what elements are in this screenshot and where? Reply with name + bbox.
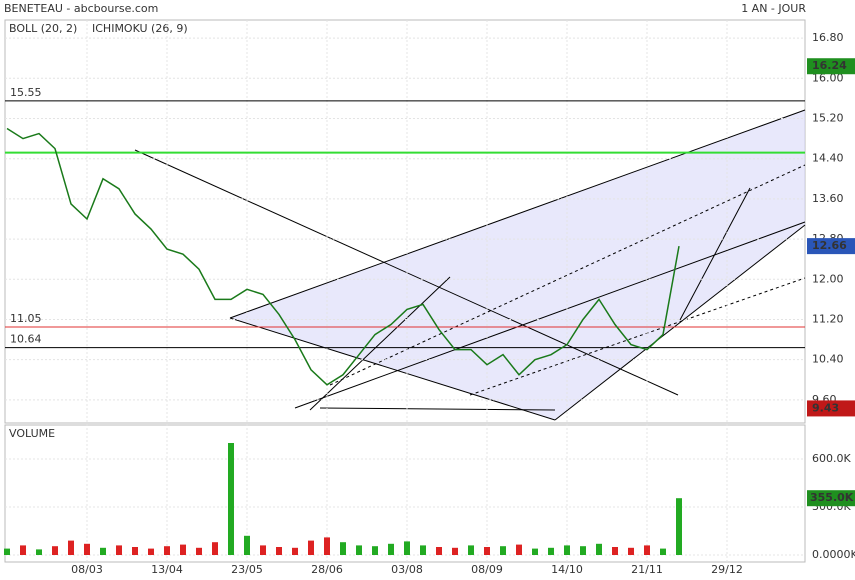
volume-frame — [4, 424, 806, 563]
volume-bar — [260, 545, 266, 555]
volume-marker — [807, 490, 855, 507]
volume-bar — [644, 545, 650, 555]
level-label: 15.55 — [10, 86, 42, 99]
y-tick-label: 14.40 — [812, 152, 844, 165]
trend-line — [319, 407, 556, 411]
volume-bar — [628, 547, 634, 555]
x-tick-label: 03/08 — [391, 563, 423, 576]
price-marker — [807, 58, 855, 75]
x-tick-label: 14/10 — [551, 563, 583, 576]
x-tick-label: 29/12 — [711, 563, 743, 576]
volume-bar — [324, 537, 330, 555]
y-tick-label: 13.60 — [812, 192, 844, 205]
volume-bar — [500, 546, 506, 555]
volume-bar — [68, 540, 74, 555]
panel-title: VOLUME — [9, 427, 55, 440]
arrow — [679, 187, 751, 321]
volume-bar — [436, 547, 442, 555]
volume-bar — [116, 545, 122, 555]
trend-line — [229, 109, 806, 319]
volume-bar — [180, 544, 186, 555]
volume-bar — [292, 547, 298, 555]
y-tick-label: 15.20 — [812, 111, 844, 124]
price-line — [6, 127, 680, 386]
volume-bar — [52, 546, 58, 555]
volume-bar — [132, 547, 138, 555]
volume-bar — [244, 535, 250, 555]
volume-bar — [484, 547, 490, 555]
y-tick-label: 16.00 — [812, 71, 844, 84]
volume-bar — [564, 545, 570, 555]
x-tick-label: 08/09 — [471, 563, 503, 576]
y-tick-label: 11.20 — [812, 312, 844, 325]
volume-bar — [196, 547, 202, 555]
volume-bar — [580, 546, 586, 555]
price-marker — [807, 238, 855, 255]
volume-bar — [36, 549, 42, 555]
price-marker-label: 12.66 — [812, 239, 847, 252]
volume-bar — [100, 547, 106, 555]
volume-bar — [452, 547, 458, 555]
period: 1 AN - JOUR — [741, 2, 806, 15]
volume-bar — [20, 545, 26, 555]
y-tick-label: 10.40 — [812, 353, 844, 366]
trend-line — [554, 224, 806, 421]
volume-bar — [660, 548, 666, 555]
y-tick-label: 600.0K — [812, 452, 851, 465]
x-tick-label: 28/06 — [311, 563, 343, 576]
volume-bar — [468, 545, 474, 555]
volume-bar — [84, 543, 90, 555]
volume-bar — [516, 544, 522, 555]
volume-bar — [388, 543, 394, 555]
price-marker — [807, 400, 855, 417]
x-tick-label: 08/03 — [71, 563, 103, 576]
volume-bar — [372, 546, 378, 555]
level-label: 10.64 — [10, 333, 42, 346]
x-tick-label: 21/11 — [631, 563, 663, 576]
volume-bar — [676, 498, 682, 555]
trend-line — [469, 277, 806, 396]
volume-bar — [612, 547, 618, 555]
x-tick-label: 13/04 — [151, 563, 183, 576]
volume-bar — [404, 541, 410, 555]
volume-bar — [596, 543, 602, 555]
volume-bar — [228, 443, 234, 555]
volume-bar — [4, 548, 10, 555]
arrow — [309, 276, 451, 411]
trend-line — [229, 317, 556, 421]
chart-title: BENETEAU - abcbourse.com — [4, 2, 158, 15]
pitchfork-zone — [230, 110, 805, 420]
volume-bar — [308, 540, 314, 555]
volume-bar — [276, 547, 282, 555]
volume-bar — [340, 542, 346, 555]
volume-bar — [420, 545, 426, 555]
volume-bar — [548, 547, 554, 555]
indicator: BOLL (20, 2) — [9, 22, 77, 35]
price-marker-label: 9.43 — [812, 401, 839, 414]
volume-bar — [164, 546, 170, 555]
y-tick-label: 0.0000K — [812, 548, 855, 561]
indicator: ICHIMOKU (26, 9) — [92, 22, 188, 35]
trend-line — [294, 221, 806, 409]
price-marker-label: 16.24 — [812, 59, 847, 72]
level-label: 11.05 — [10, 312, 42, 325]
volume-bar — [212, 542, 218, 555]
x-tick-label: 23/05 — [231, 563, 263, 576]
volume-bar — [148, 548, 154, 555]
y-tick-label: 16.80 — [812, 31, 844, 44]
y-tick-label: 12.00 — [812, 272, 844, 285]
volume-bar — [532, 548, 538, 555]
volume-bar — [356, 545, 362, 555]
volume-marker-label: 355.0K — [810, 491, 854, 504]
